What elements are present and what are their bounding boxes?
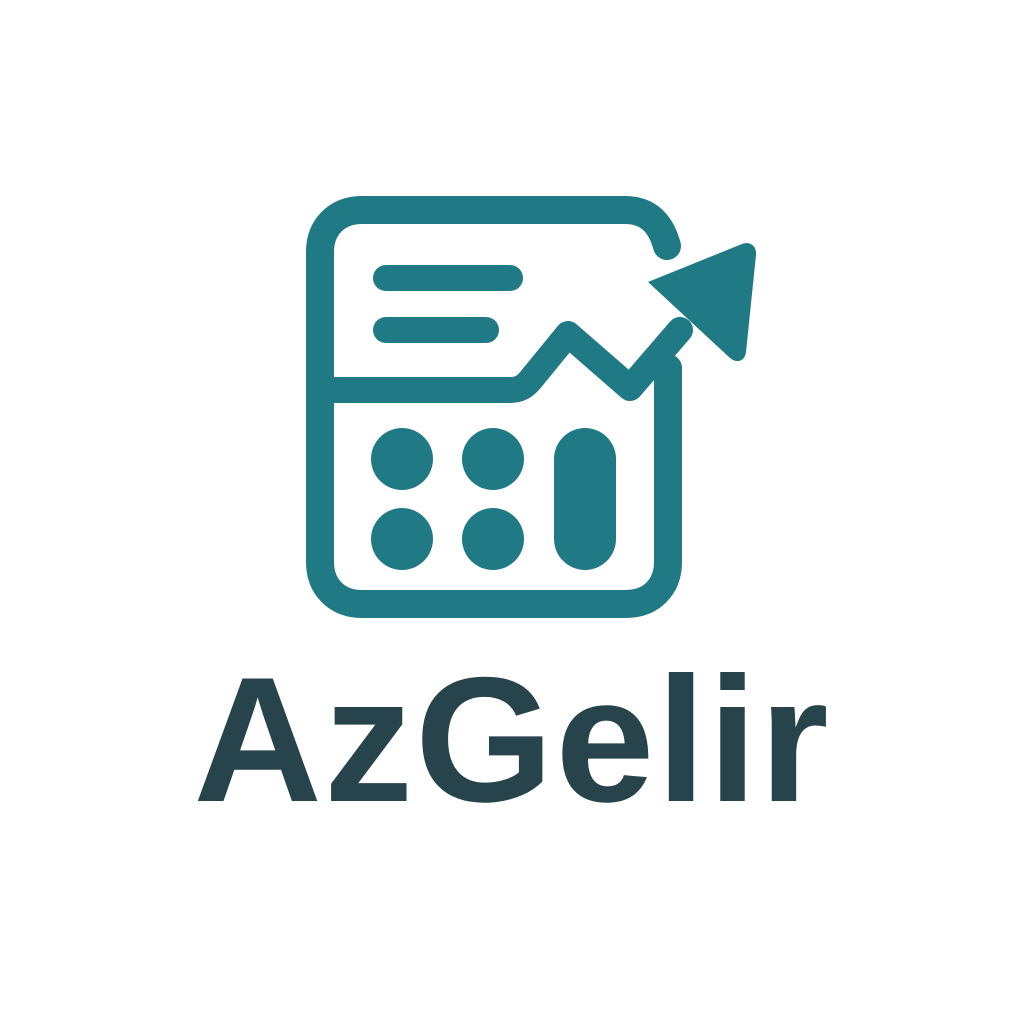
calculator-frame xyxy=(306,196,682,618)
growth-line xyxy=(321,317,693,403)
keypad-tall-button xyxy=(554,428,616,570)
arrow-head xyxy=(648,243,757,362)
keypad-button xyxy=(462,428,524,490)
keypad-button xyxy=(371,508,433,570)
keypad-button xyxy=(371,428,433,490)
keypad-button xyxy=(462,508,524,570)
brand-name: AzGelir xyxy=(193,640,831,839)
